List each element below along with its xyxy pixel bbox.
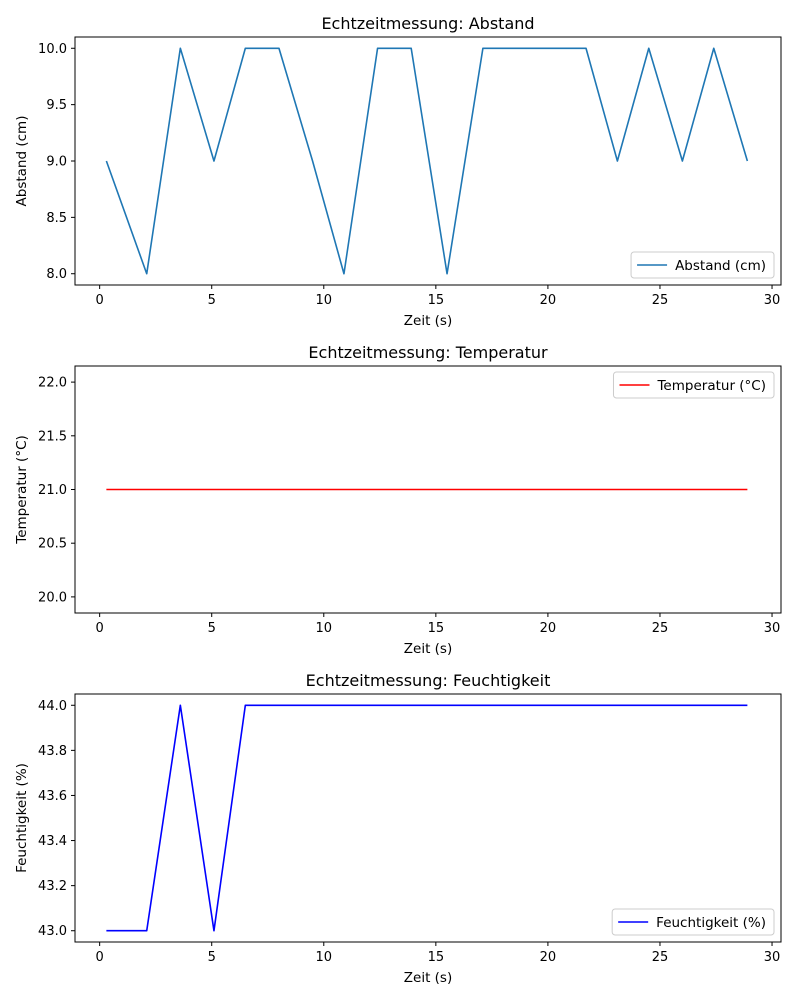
x-tick-label: 5 — [208, 293, 216, 308]
x-tick-label: 0 — [96, 293, 104, 308]
x-tick-label: 10 — [316, 621, 333, 636]
x-tick-label: 10 — [316, 293, 333, 308]
x-axis-label: Zeit (s) — [404, 313, 452, 329]
x-tick-label: 0 — [96, 621, 104, 636]
x-tick-label: 10 — [316, 950, 333, 965]
x-tick-label: 15 — [428, 293, 445, 308]
x-tick-label: 5 — [208, 950, 216, 965]
y-tick-label: 43.4 — [38, 834, 67, 849]
y-axis-label: Abstand (cm) — [14, 116, 30, 207]
x-tick-label: 5 — [208, 621, 216, 636]
y-tick-label: 20.5 — [38, 537, 67, 552]
legend-label: Temperatur (°C) — [656, 378, 766, 394]
y-axis-label: Temperatur (°C) — [14, 435, 30, 545]
series-line-1-1 — [105, 47, 749, 275]
y-tick-label: 43.8 — [38, 744, 67, 759]
chart-title: Echtzeitmessung: Feuchtigkeit — [306, 671, 551, 690]
x-tick-label: 30 — [764, 950, 781, 965]
y-tick-label: 10.0 — [38, 42, 67, 57]
y-tick-label: 8.5 — [46, 211, 67, 226]
legend-box — [630, 251, 775, 279]
y-tick-label: 43.2 — [38, 879, 67, 894]
subplot-3: 0 5 10 15 20 25 30 43.0 43.2 43.4 43.6 43.8 44.0 Echt… — [14, 671, 782, 986]
y-tick-label: 9.0 — [46, 155, 67, 170]
y-tick-label: 20.0 — [38, 590, 67, 605]
y-tick-label: 43.0 — [38, 924, 67, 939]
x-tick-label: 30 — [764, 293, 781, 308]
legend: Feuchtigkeit (%) — [611, 908, 775, 936]
axes-frame — [74, 693, 782, 943]
series-line-3-1 — [106, 704, 748, 932]
x-axis-label: Zeit (s) — [404, 970, 452, 986]
x-tick-label: 25 — [652, 293, 669, 308]
x-tick-label: 0 — [96, 950, 104, 965]
x-tick-label: 15 — [428, 950, 445, 965]
y-tick-label: 8.0 — [46, 267, 67, 282]
subplot-2: 0 5 10 15 20 25 30 20.0 20.5 21.0 21.5 22.0 Echtzeit… — [14, 343, 782, 657]
legend: Temperatur (°C) — [612, 371, 775, 399]
x-tick-label: 20 — [540, 950, 557, 965]
x-tick-label: 20 — [540, 293, 557, 308]
legend-box — [612, 371, 775, 399]
x-tick-label: 25 — [652, 950, 669, 965]
x-tick-label: 15 — [428, 621, 445, 636]
chart-title: Echtzeitmessung: Abstand — [321, 14, 534, 33]
y-tick-label: 44.0 — [38, 699, 67, 714]
axes-frame — [74, 36, 782, 286]
x-axis-label: Zeit (s) — [404, 641, 452, 657]
y-tick-label: 21.5 — [38, 429, 67, 444]
x-tick-label: 30 — [764, 621, 781, 636]
subplot-1: 0 5 10 15 20 25 30 8.0 8.5 9.0 9.5 10.0 Echtzeitmess… — [14, 14, 782, 329]
y-tick-label: 43.6 — [38, 789, 67, 804]
y-tick-label: 22.0 — [38, 376, 67, 391]
y-axis-label: Feuchtigkeit (%) — [14, 763, 30, 873]
x-tick-label: 20 — [540, 621, 557, 636]
y-tick-label: 21.0 — [38, 483, 67, 498]
chart-title: Echtzeitmessung: Temperatur — [308, 343, 548, 362]
legend-label: Feuchtigkeit (%) — [656, 915, 766, 931]
x-tick-label: 25 — [652, 621, 669, 636]
y-tick-label: 9.5 — [46, 98, 67, 113]
legend-label: Abstand (cm) — [675, 258, 766, 274]
legend-box — [611, 908, 775, 936]
legend: Abstand (cm) — [630, 251, 775, 279]
